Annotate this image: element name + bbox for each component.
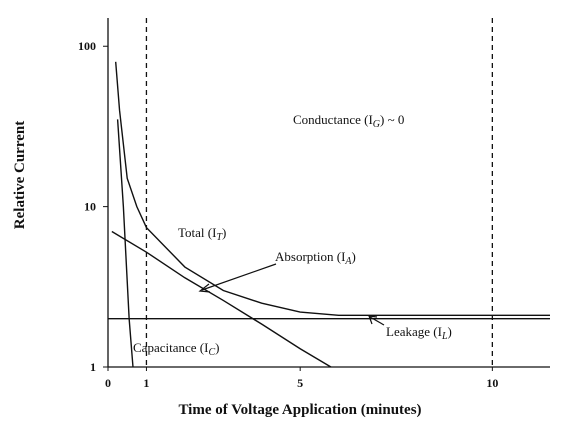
arrow-head [198,283,211,293]
label-part: G [373,119,380,130]
series-line [114,61,550,317]
y-tick-label: 1 [90,360,96,374]
x-tick-label: 5 [297,376,303,390]
series-label: Absorption (IA) [275,249,356,267]
label-part: ) [352,249,356,264]
series-label: Leakage (IL) [386,324,452,342]
y-tick-label: 10 [84,200,96,214]
arrow [201,263,277,291]
label-part: Total (I [178,225,216,240]
label-part: Leakage (I [386,324,442,339]
y-axis-label: Relative Current [12,121,28,229]
label-part: C [208,347,215,358]
label-part: ) [448,324,452,339]
label-part: ) [215,340,219,355]
y-tick-label: 100 [78,39,96,53]
label-part: Capacitance (I [133,340,208,355]
series-label: Capacitance (IC) [133,340,219,358]
x-tick-label: 0 [105,376,111,390]
label-part: ) ~ 0 [380,112,404,127]
series-label: Total (IT) [178,225,226,243]
label-part: ) [222,225,226,240]
x-tick-label: 1 [143,376,149,390]
x-axis-label: Time of Voltage Application (minutes) [178,402,421,418]
label-part: T [216,232,223,243]
label-part: Conductance (I [293,112,373,127]
label-part: Absorption (I [275,249,345,264]
label-part: A [344,256,352,267]
annotation: Conductance (IG) ~ 0 [293,112,404,130]
label-part: L [441,331,448,342]
series-line [116,119,134,368]
x-tick-label: 10 [486,376,498,390]
series-line [111,230,332,368]
